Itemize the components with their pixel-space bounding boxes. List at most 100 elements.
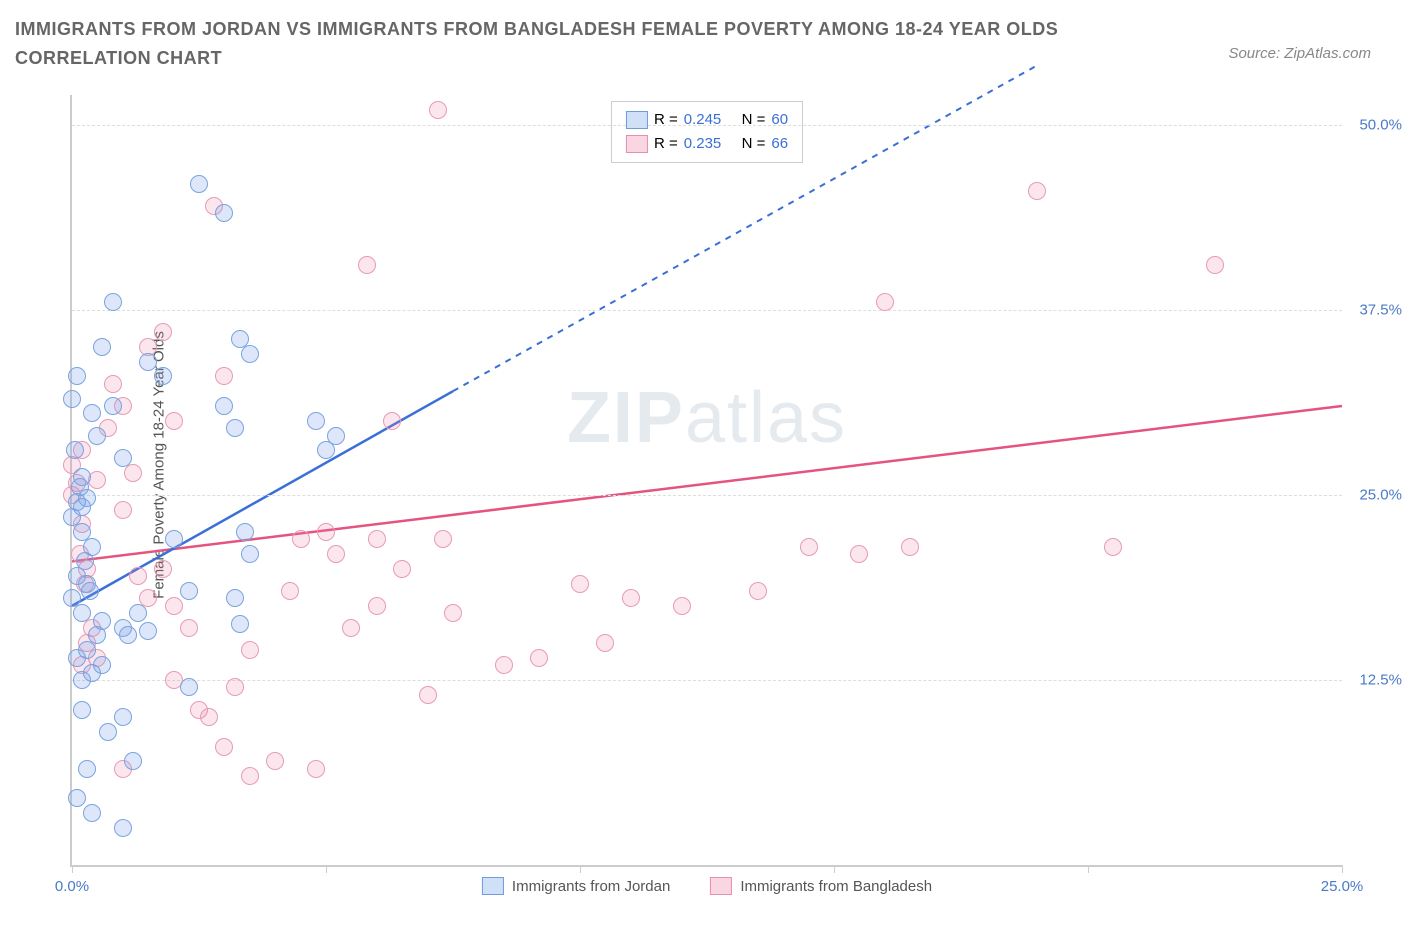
scatter-point-bangladesh [292,530,310,548]
scatter-point-bangladesh [429,101,447,119]
stats-row-jordan: R = 0.245 N = 60 [626,108,788,132]
scatter-point-bangladesh [307,760,325,778]
scatter-point-jordan [68,567,86,585]
scatter-point-jordan [93,612,111,630]
x-tick [72,865,73,873]
scatter-point-bangladesh [88,471,106,489]
scatter-point-bangladesh [393,560,411,578]
scatter-point-jordan [99,723,117,741]
chart-title: IMMIGRANTS FROM JORDAN VS IMMIGRANTS FRO… [15,15,1165,73]
scatter-point-bangladesh [444,604,462,622]
scatter-point-bangladesh [383,412,401,430]
correlation-chart: IMMIGRANTS FROM JORDAN VS IMMIGRANTS FRO… [15,15,1391,915]
scatter-point-bangladesh [129,567,147,585]
scatter-point-jordan [119,626,137,644]
scatter-point-bangladesh [154,323,172,341]
y-tick-label: 12.5% [1359,671,1402,688]
scatter-point-bangladesh [749,582,767,600]
scatter-point-jordan [165,530,183,548]
scatter-point-jordan [231,615,249,633]
scatter-point-jordan [180,678,198,696]
n-prefix: N = [742,132,766,156]
scatter-point-jordan [83,404,101,422]
legend-label-jordan: Immigrants from Jordan [512,878,670,895]
scatter-point-bangladesh [530,649,548,667]
scatter-point-jordan [73,468,91,486]
scatter-point-bangladesh [622,589,640,607]
scatter-point-jordan [129,604,147,622]
scatter-point-jordan [139,622,157,640]
n-value-bangladesh: 66 [771,132,788,156]
x-tick [1088,865,1089,873]
scatter-point-jordan [68,367,86,385]
scatter-point-bangladesh [1028,182,1046,200]
n-value-jordan: 60 [771,108,788,132]
scatter-point-bangladesh [215,738,233,756]
scatter-point-jordan [93,338,111,356]
scatter-point-jordan [73,604,91,622]
scatter-point-jordan [139,353,157,371]
x-tick-label: 25.0% [1321,878,1364,895]
scatter-point-bangladesh [215,367,233,385]
scatter-point-jordan [226,589,244,607]
gridline [72,125,1342,126]
watermark-bold: ZIP [567,378,685,458]
legend-item-jordan: Immigrants from Jordan [482,877,670,895]
scatter-point-bangladesh [165,412,183,430]
scatter-point-bangladesh [495,656,513,674]
x-tick [580,865,581,873]
scatter-point-bangladesh [901,538,919,556]
scatter-point-bangladesh [104,375,122,393]
scatter-point-bangladesh [317,523,335,541]
scatter-point-bangladesh [342,619,360,637]
scatter-point-jordan [241,345,259,363]
scatter-point-jordan [81,582,99,600]
swatch-jordan-2 [482,877,504,895]
swatch-bangladesh [626,135,648,153]
scatter-point-bangladesh [200,708,218,726]
y-tick-label: 25.0% [1359,486,1402,503]
scatter-point-jordan [73,701,91,719]
scatter-point-bangladesh [596,634,614,652]
scatter-point-bangladesh [368,597,386,615]
scatter-point-jordan [104,293,122,311]
scatter-point-bangladesh [226,678,244,696]
scatter-point-jordan [68,789,86,807]
scatter-point-bangladesh [165,597,183,615]
scatter-point-bangladesh [434,530,452,548]
legend-bottom: Immigrants from Jordan Immigrants from B… [482,877,932,895]
scatter-point-bangladesh [124,464,142,482]
scatter-point-bangladesh [358,256,376,274]
scatter-point-jordan [83,538,101,556]
scatter-point-jordan [88,427,106,445]
scatter-point-bangladesh [154,560,172,578]
r-value-jordan: 0.245 [684,108,722,132]
scatter-point-jordan [78,489,96,507]
scatter-point-jordan [226,419,244,437]
scatter-point-jordan [68,649,86,667]
scatter-point-jordan [73,671,91,689]
swatch-jordan [626,111,648,129]
swatch-bangladesh-2 [710,877,732,895]
r-prefix: R = [654,132,678,156]
scatter-point-bangladesh [281,582,299,600]
watermark: ZIPatlas [567,377,847,459]
scatter-point-jordan [180,582,198,600]
scatter-point-bangladesh [800,538,818,556]
scatter-point-jordan [114,708,132,726]
stats-row-bangladesh: R = 0.235 N = 66 [626,132,788,156]
stats-legend-box: R = 0.245 N = 60 R = 0.235 N = 66 [611,101,803,163]
scatter-point-bangladesh [241,641,259,659]
scatter-point-jordan [114,449,132,467]
gridline [72,680,1342,681]
n-prefix: N = [742,108,766,132]
scatter-point-bangladesh [327,545,345,563]
scatter-point-jordan [83,804,101,822]
scatter-point-bangladesh [850,545,868,563]
scatter-point-jordan [104,397,122,415]
scatter-point-jordan [307,412,325,430]
scatter-point-jordan [78,760,96,778]
x-tick [1342,865,1343,873]
scatter-point-bangladesh [1206,256,1224,274]
scatter-point-jordan [66,441,84,459]
